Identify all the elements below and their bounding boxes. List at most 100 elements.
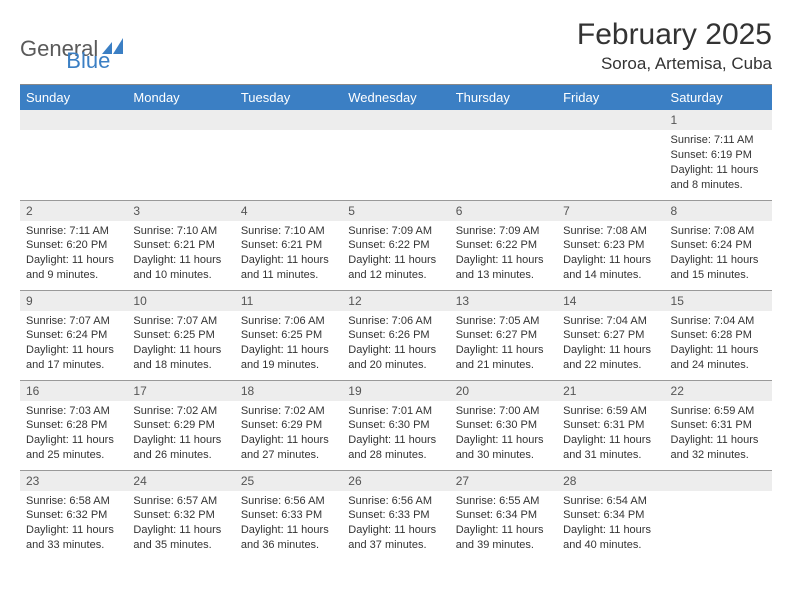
day-content: Sunrise: 6:56 AMSunset: 6:33 PMDaylight:… — [342, 491, 449, 558]
day-number-empty — [20, 110, 127, 130]
day-content: Sunrise: 7:07 AMSunset: 6:24 PMDaylight:… — [20, 311, 127, 378]
calendar-day-cell: 21Sunrise: 6:59 AMSunset: 6:31 PMDayligh… — [557, 380, 664, 470]
day-number: 25 — [235, 471, 342, 491]
day-number: 9 — [20, 291, 127, 311]
title-block: February 2025 Soroa, Artemisa, Cuba — [577, 18, 772, 74]
day-content: Sunrise: 7:11 AMSunset: 6:19 PMDaylight:… — [665, 130, 772, 197]
day-content: Sunrise: 6:58 AMSunset: 6:32 PMDaylight:… — [20, 491, 127, 558]
calendar-day-cell: 17Sunrise: 7:02 AMSunset: 6:29 PMDayligh… — [127, 380, 234, 470]
day-number: 10 — [127, 291, 234, 311]
calendar-day-cell: 19Sunrise: 7:01 AMSunset: 6:30 PMDayligh… — [342, 380, 449, 470]
day-number: 16 — [20, 381, 127, 401]
day-number: 23 — [20, 471, 127, 491]
calendar-day-cell: 12Sunrise: 7:06 AMSunset: 6:26 PMDayligh… — [342, 290, 449, 380]
day-content: Sunrise: 6:59 AMSunset: 6:31 PMDaylight:… — [557, 401, 664, 468]
day-number: 17 — [127, 381, 234, 401]
calendar-day-cell — [557, 110, 664, 200]
calendar-body: 1Sunrise: 7:11 AMSunset: 6:19 PMDaylight… — [20, 110, 772, 560]
calendar-day-cell: 7Sunrise: 7:08 AMSunset: 6:23 PMDaylight… — [557, 200, 664, 290]
calendar-day-cell: 13Sunrise: 7:05 AMSunset: 6:27 PMDayligh… — [450, 290, 557, 380]
day-content: Sunrise: 7:10 AMSunset: 6:21 PMDaylight:… — [235, 221, 342, 288]
day-number-empty — [557, 110, 664, 130]
day-number: 8 — [665, 201, 772, 221]
day-content: Sunrise: 7:05 AMSunset: 6:27 PMDaylight:… — [450, 311, 557, 378]
calendar-day-cell: 26Sunrise: 6:56 AMSunset: 6:33 PMDayligh… — [342, 470, 449, 560]
calendar-day-cell: 10Sunrise: 7:07 AMSunset: 6:25 PMDayligh… — [127, 290, 234, 380]
calendar-day-cell — [235, 110, 342, 200]
calendar-day-cell: 3Sunrise: 7:10 AMSunset: 6:21 PMDaylight… — [127, 200, 234, 290]
day-content: Sunrise: 7:04 AMSunset: 6:27 PMDaylight:… — [557, 311, 664, 378]
day-content: Sunrise: 7:02 AMSunset: 6:29 PMDaylight:… — [235, 401, 342, 468]
col-thursday: Thursday — [450, 85, 557, 110]
day-number: 13 — [450, 291, 557, 311]
page-header: General Blue February 2025 Soroa, Artemi… — [20, 18, 772, 74]
col-friday: Friday — [557, 85, 664, 110]
calendar-day-cell: 18Sunrise: 7:02 AMSunset: 6:29 PMDayligh… — [235, 380, 342, 470]
day-number: 3 — [127, 201, 234, 221]
day-content: Sunrise: 7:01 AMSunset: 6:30 PMDaylight:… — [342, 401, 449, 468]
day-number: 18 — [235, 381, 342, 401]
day-number: 12 — [342, 291, 449, 311]
day-number-empty — [665, 471, 772, 491]
calendar-day-cell: 9Sunrise: 7:07 AMSunset: 6:24 PMDaylight… — [20, 290, 127, 380]
day-number-empty — [342, 110, 449, 130]
calendar-day-cell: 1Sunrise: 7:11 AMSunset: 6:19 PMDaylight… — [665, 110, 772, 200]
day-content: Sunrise: 6:59 AMSunset: 6:31 PMDaylight:… — [665, 401, 772, 468]
day-number: 19 — [342, 381, 449, 401]
calendar-week-row: 2Sunrise: 7:11 AMSunset: 6:20 PMDaylight… — [20, 200, 772, 290]
day-content: Sunrise: 7:00 AMSunset: 6:30 PMDaylight:… — [450, 401, 557, 468]
day-number: 1 — [665, 110, 772, 130]
calendar-day-cell — [450, 110, 557, 200]
day-content: Sunrise: 7:06 AMSunset: 6:25 PMDaylight:… — [235, 311, 342, 378]
day-number-empty — [127, 110, 234, 130]
calendar-week-row: 9Sunrise: 7:07 AMSunset: 6:24 PMDaylight… — [20, 290, 772, 380]
calendar-day-cell: 6Sunrise: 7:09 AMSunset: 6:22 PMDaylight… — [450, 200, 557, 290]
day-number: 7 — [557, 201, 664, 221]
calendar-day-cell — [20, 110, 127, 200]
day-content: Sunrise: 7:10 AMSunset: 6:21 PMDaylight:… — [127, 221, 234, 288]
col-sunday: Sunday — [20, 85, 127, 110]
day-number: 6 — [450, 201, 557, 221]
calendar-day-cell: 14Sunrise: 7:04 AMSunset: 6:27 PMDayligh… — [557, 290, 664, 380]
day-content: Sunrise: 7:04 AMSunset: 6:28 PMDaylight:… — [665, 311, 772, 378]
day-number: 21 — [557, 381, 664, 401]
calendar-day-cell — [127, 110, 234, 200]
day-content: Sunrise: 6:54 AMSunset: 6:34 PMDaylight:… — [557, 491, 664, 558]
col-saturday: Saturday — [665, 85, 772, 110]
calendar-week-row: 16Sunrise: 7:03 AMSunset: 6:28 PMDayligh… — [20, 380, 772, 470]
calendar-day-cell: 22Sunrise: 6:59 AMSunset: 6:31 PMDayligh… — [665, 380, 772, 470]
day-content: Sunrise: 7:03 AMSunset: 6:28 PMDaylight:… — [20, 401, 127, 468]
calendar-day-cell: 4Sunrise: 7:10 AMSunset: 6:21 PMDaylight… — [235, 200, 342, 290]
calendar-day-cell: 11Sunrise: 7:06 AMSunset: 6:25 PMDayligh… — [235, 290, 342, 380]
day-content: Sunrise: 7:09 AMSunset: 6:22 PMDaylight:… — [342, 221, 449, 288]
calendar-day-cell — [342, 110, 449, 200]
day-content: Sunrise: 7:06 AMSunset: 6:26 PMDaylight:… — [342, 311, 449, 378]
calendar-day-cell: 16Sunrise: 7:03 AMSunset: 6:28 PMDayligh… — [20, 380, 127, 470]
calendar-day-cell — [665, 470, 772, 560]
day-number-empty — [450, 110, 557, 130]
day-number: 15 — [665, 291, 772, 311]
calendar-day-cell: 20Sunrise: 7:00 AMSunset: 6:30 PMDayligh… — [450, 380, 557, 470]
day-content: Sunrise: 7:08 AMSunset: 6:24 PMDaylight:… — [665, 221, 772, 288]
col-wednesday: Wednesday — [342, 85, 449, 110]
day-content: Sunrise: 7:09 AMSunset: 6:22 PMDaylight:… — [450, 221, 557, 288]
day-content: Sunrise: 6:57 AMSunset: 6:32 PMDaylight:… — [127, 491, 234, 558]
month-title: February 2025 — [577, 18, 772, 52]
day-number: 2 — [20, 201, 127, 221]
day-number: 22 — [665, 381, 772, 401]
day-number: 11 — [235, 291, 342, 311]
day-number: 14 — [557, 291, 664, 311]
calendar-week-row: 1Sunrise: 7:11 AMSunset: 6:19 PMDaylight… — [20, 110, 772, 200]
day-number: 26 — [342, 471, 449, 491]
day-number: 5 — [342, 201, 449, 221]
day-number: 20 — [450, 381, 557, 401]
location-subtitle: Soroa, Artemisa, Cuba — [577, 54, 772, 74]
day-content: Sunrise: 6:56 AMSunset: 6:33 PMDaylight:… — [235, 491, 342, 558]
weekday-header-row: Sunday Monday Tuesday Wednesday Thursday… — [20, 85, 772, 110]
calendar-day-cell: 25Sunrise: 6:56 AMSunset: 6:33 PMDayligh… — [235, 470, 342, 560]
brand-text-blue: Blue — [66, 48, 110, 74]
calendar-day-cell: 28Sunrise: 6:54 AMSunset: 6:34 PMDayligh… — [557, 470, 664, 560]
calendar-day-cell: 23Sunrise: 6:58 AMSunset: 6:32 PMDayligh… — [20, 470, 127, 560]
day-number: 27 — [450, 471, 557, 491]
calendar-day-cell: 2Sunrise: 7:11 AMSunset: 6:20 PMDaylight… — [20, 200, 127, 290]
